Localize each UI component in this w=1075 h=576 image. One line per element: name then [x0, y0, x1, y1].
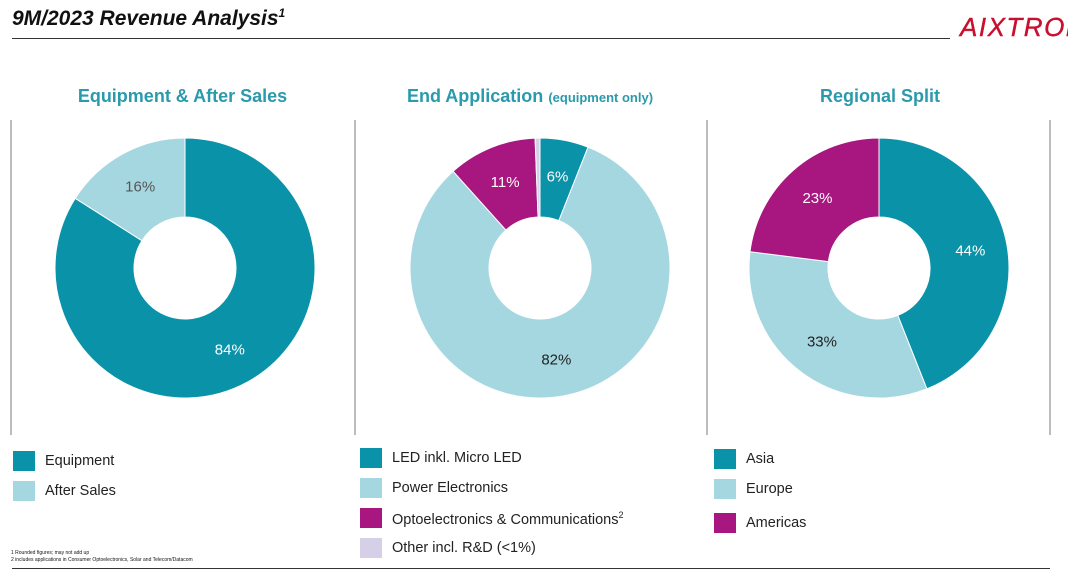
- legend-swatch: [360, 478, 382, 498]
- divider-line: [706, 120, 708, 435]
- chart-title-equipment: Equipment & After Sales: [77, 86, 288, 106]
- legend-swatch: [714, 513, 736, 533]
- legend-swatch: [13, 481, 35, 501]
- slice-americas: [749, 137, 880, 263]
- legend-equipment: Equipment After Sales: [13, 451, 313, 511]
- slice-asia: [878, 137, 1010, 390]
- legend-swatch: [360, 448, 382, 468]
- bottom-divider: [12, 568, 1050, 569]
- chart-title-end-application: End Application (equipment only): [406, 86, 654, 106]
- data-label: 16%: [125, 179, 155, 196]
- slice-power-electronics: [409, 146, 671, 399]
- slice-equipment: [54, 137, 316, 399]
- legend-swatch: [360, 508, 382, 528]
- page-title: 9M/2023 Revenue Analysis1: [12, 6, 286, 30]
- chart-title-regional: Regional Split: [819, 86, 940, 106]
- slice-other-incl-r-d-1: [534, 137, 541, 218]
- chart-subtitle-end-application: (equipment only): [548, 90, 654, 105]
- divider-line: [354, 120, 356, 435]
- legend-swatch: [13, 451, 35, 471]
- divider-line: [1049, 120, 1051, 435]
- legend-swatch: [714, 479, 736, 499]
- legend-regional: Asia Europe Americas: [714, 449, 1014, 539]
- svg-text:AIXTRON: AIXTRON: [958, 12, 1068, 42]
- donut-chart-regional: 44% 33% 23%: [748, 137, 1010, 399]
- data-label: 33%: [807, 333, 837, 350]
- footnote-2: 2 includes applications in Consumer Opto…: [11, 557, 193, 563]
- donut-chart-end-application: 6% 82% 11%: [409, 137, 671, 399]
- divider-line: [10, 120, 12, 435]
- slice-after-sales: [74, 137, 186, 242]
- data-label: 6%: [547, 169, 569, 186]
- data-label: 23%: [802, 190, 832, 207]
- footnotes: 1 Rounded figures; may not add up 2 incl…: [11, 550, 193, 564]
- legend-swatch: [714, 449, 736, 469]
- data-label: 84%: [215, 341, 245, 358]
- data-label: 82%: [541, 352, 571, 369]
- data-label: 11%: [491, 174, 520, 191]
- legend-swatch: [360, 538, 382, 558]
- aixtron-logo: AIXTRON: [958, 12, 1068, 42]
- footnote-1: 1 Rounded figures; may not add up: [11, 550, 90, 556]
- donut-chart-equipment: 84% 16%: [54, 137, 316, 399]
- legend-end-application: LED inkl. Micro LED Power Electronics Op…: [360, 448, 680, 568]
- title-divider: [12, 38, 950, 39]
- slice-europe: [748, 251, 928, 399]
- data-label: 44%: [955, 243, 985, 260]
